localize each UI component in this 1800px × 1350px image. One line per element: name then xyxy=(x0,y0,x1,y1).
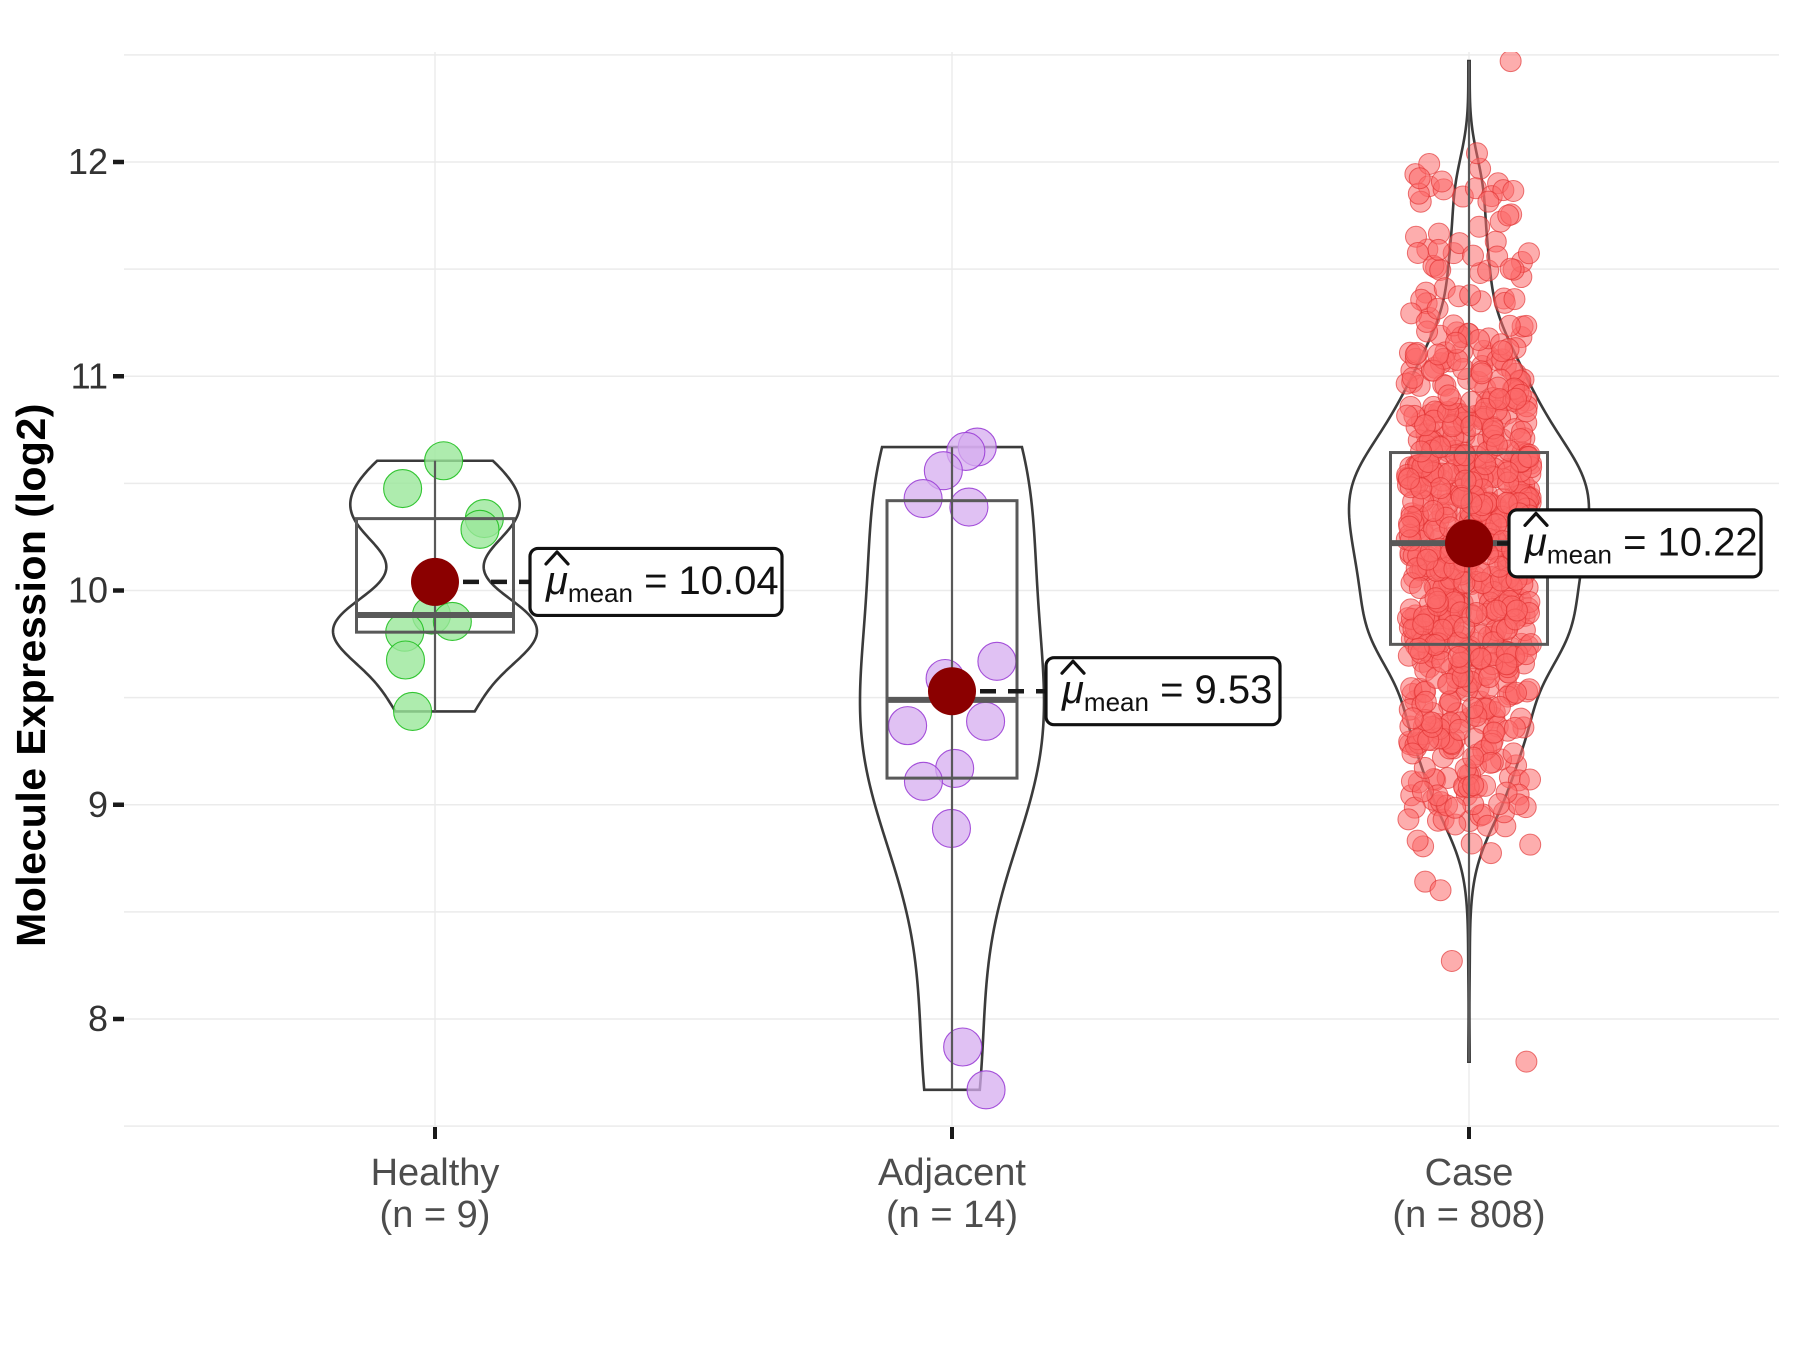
svg-text:8: 8 xyxy=(88,998,108,1039)
svg-text:(n = 14): (n = 14) xyxy=(886,1194,1018,1236)
svg-text:9: 9 xyxy=(88,784,108,825)
svg-text:12: 12 xyxy=(68,141,108,182)
svg-text:Case: Case xyxy=(1425,1152,1514,1194)
svg-text:11: 11 xyxy=(71,355,108,396)
svg-text:(n = 9): (n = 9) xyxy=(380,1194,491,1236)
svg-text:(n = 808): (n = 808) xyxy=(1392,1194,1545,1236)
svg-text:10: 10 xyxy=(68,570,108,611)
svg-text:Adjacent: Adjacent xyxy=(878,1152,1026,1194)
svg-text:Healthy: Healthy xyxy=(371,1152,500,1194)
